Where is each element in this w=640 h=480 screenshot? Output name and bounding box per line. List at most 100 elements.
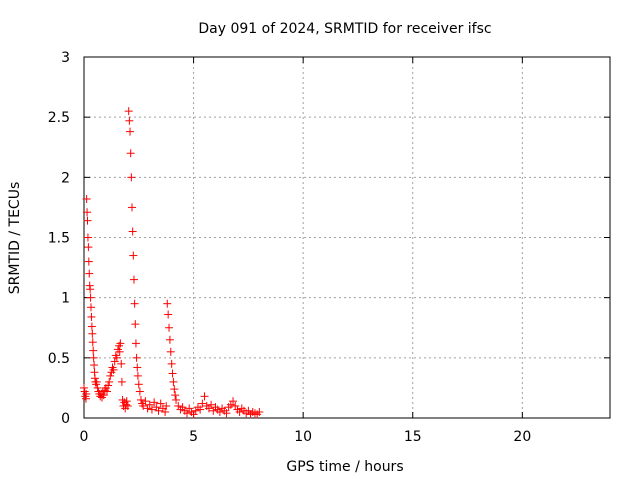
data-point — [105, 377, 114, 386]
data-point — [90, 361, 99, 370]
data-point — [84, 243, 93, 252]
x-axis-label: GPS time / hours — [286, 459, 403, 475]
data-point — [163, 299, 172, 308]
data-point — [172, 395, 181, 404]
x-tick-label: 15 — [404, 429, 422, 445]
data-point — [109, 365, 118, 374]
chart-title: Day 091 of 2024, SRMTID for receiver ifs… — [198, 21, 491, 37]
data-point — [87, 303, 96, 312]
data-point — [165, 323, 174, 332]
data-point — [92, 377, 101, 386]
data-point — [115, 347, 124, 356]
data-point — [126, 127, 135, 136]
axis-ticks — [83, 56, 610, 419]
data-point — [87, 322, 96, 331]
data-point — [165, 335, 174, 344]
data-point — [85, 269, 94, 278]
y-tick-label: 2.5 — [48, 110, 70, 126]
data-point — [145, 400, 154, 409]
data-point — [88, 338, 97, 347]
data-point — [112, 353, 121, 362]
data-point — [125, 116, 134, 125]
data-point — [122, 400, 131, 409]
data-point — [222, 409, 231, 418]
data-point — [84, 257, 93, 266]
data-point — [170, 385, 179, 394]
data-point — [86, 285, 95, 294]
data-point — [164, 310, 173, 319]
y-axis-label: SRMTID / TECUs — [7, 182, 23, 295]
y-tick-labels: 0 0.5 1 1.5 2 2.5 3 — [48, 50, 70, 427]
data-point — [131, 339, 140, 348]
data-point — [167, 359, 176, 368]
data-point — [126, 149, 135, 158]
x-tick-label: 10 — [294, 429, 312, 445]
data-point — [117, 359, 126, 368]
data-point — [168, 369, 177, 378]
data-point — [136, 395, 145, 404]
data-point — [150, 398, 159, 407]
data-point — [93, 383, 102, 392]
data-point — [207, 400, 216, 409]
data-point — [161, 407, 170, 416]
data-point — [129, 251, 138, 260]
data-point — [83, 208, 92, 217]
data-point — [123, 401, 132, 410]
y-tick-label: 0 — [61, 411, 70, 427]
data-point — [229, 397, 238, 406]
data-point — [141, 397, 150, 406]
data-point — [104, 381, 113, 390]
data-point — [103, 387, 112, 396]
data-point — [133, 363, 142, 372]
data-point — [88, 329, 97, 338]
data-point — [86, 293, 95, 302]
data-point — [129, 275, 138, 284]
data-point — [127, 203, 136, 212]
data-point — [183, 409, 192, 418]
y-tick-label: 0.5 — [48, 351, 70, 367]
data-point — [87, 312, 96, 321]
data-point — [169, 377, 178, 386]
data-point — [82, 389, 91, 398]
data-point — [99, 391, 108, 400]
data-point — [162, 401, 171, 410]
data-point — [89, 346, 98, 355]
data-point — [80, 383, 88, 392]
data-point — [174, 401, 183, 410]
data-point — [127, 173, 136, 182]
data-point — [196, 405, 205, 414]
y-tick-label: 1.5 — [48, 231, 70, 247]
data-point — [130, 299, 139, 308]
y-tick-label: 3 — [61, 50, 70, 66]
x-tick-label: 20 — [513, 429, 531, 445]
y-tick-label: 2 — [61, 170, 70, 186]
x-tick-label: 5 — [189, 429, 198, 445]
data-point — [139, 401, 148, 410]
data-point — [147, 405, 156, 414]
data-point — [134, 380, 143, 389]
x-tick-label: 0 — [80, 429, 89, 445]
data-point — [128, 227, 137, 236]
data-point — [83, 216, 92, 225]
x-tick-labels: 0 5 10 15 20 — [80, 429, 532, 445]
plot-frame — [83, 56, 611, 419]
data-point — [255, 407, 264, 416]
data-point — [198, 399, 207, 408]
data-point — [200, 392, 209, 401]
grid-lines — [84, 57, 610, 418]
data-point — [133, 371, 142, 380]
data-point — [156, 399, 165, 408]
data-point — [135, 387, 144, 396]
data-point — [106, 371, 115, 380]
data-point — [171, 391, 180, 400]
data-point — [124, 107, 133, 116]
data-point — [131, 320, 140, 329]
data-points — [80, 107, 264, 419]
y-tick-label: 1 — [61, 291, 70, 307]
data-point — [116, 339, 125, 348]
data-point — [122, 397, 131, 406]
data-point — [89, 353, 98, 362]
data-point — [82, 194, 91, 203]
data-point — [83, 233, 92, 242]
